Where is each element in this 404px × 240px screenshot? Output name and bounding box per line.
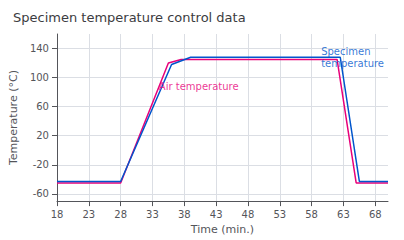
svg-text:53: 53	[273, 209, 286, 220]
svg-text:20: 20	[36, 130, 49, 141]
svg-text:23: 23	[82, 209, 95, 220]
svg-text:Specimen: Specimen	[321, 46, 370, 57]
svg-text:63: 63	[337, 209, 350, 220]
svg-text:60: 60	[36, 101, 49, 112]
svg-text:33: 33	[146, 209, 159, 220]
svg-text:Time (min.): Time (min.)	[190, 223, 254, 236]
svg-text:-20: -20	[33, 159, 49, 170]
svg-text:18: 18	[51, 209, 64, 220]
svg-text:-60: -60	[33, 188, 49, 199]
svg-text:Specimen temperature control d: Specimen temperature control data	[13, 10, 246, 25]
svg-text:43: 43	[210, 209, 223, 220]
svg-text:Temperature (°C): Temperature (°C)	[7, 70, 20, 166]
svg-text:100: 100	[30, 72, 49, 83]
svg-text:28: 28	[114, 209, 127, 220]
svg-text:48: 48	[242, 209, 255, 220]
svg-text:58: 58	[305, 209, 318, 220]
svg-text:Air temperature: Air temperature	[159, 81, 239, 92]
svg-text:38: 38	[178, 209, 191, 220]
svg-text:temperature: temperature	[321, 58, 384, 69]
svg-text:68: 68	[369, 209, 382, 220]
svg-text:140: 140	[30, 43, 49, 54]
